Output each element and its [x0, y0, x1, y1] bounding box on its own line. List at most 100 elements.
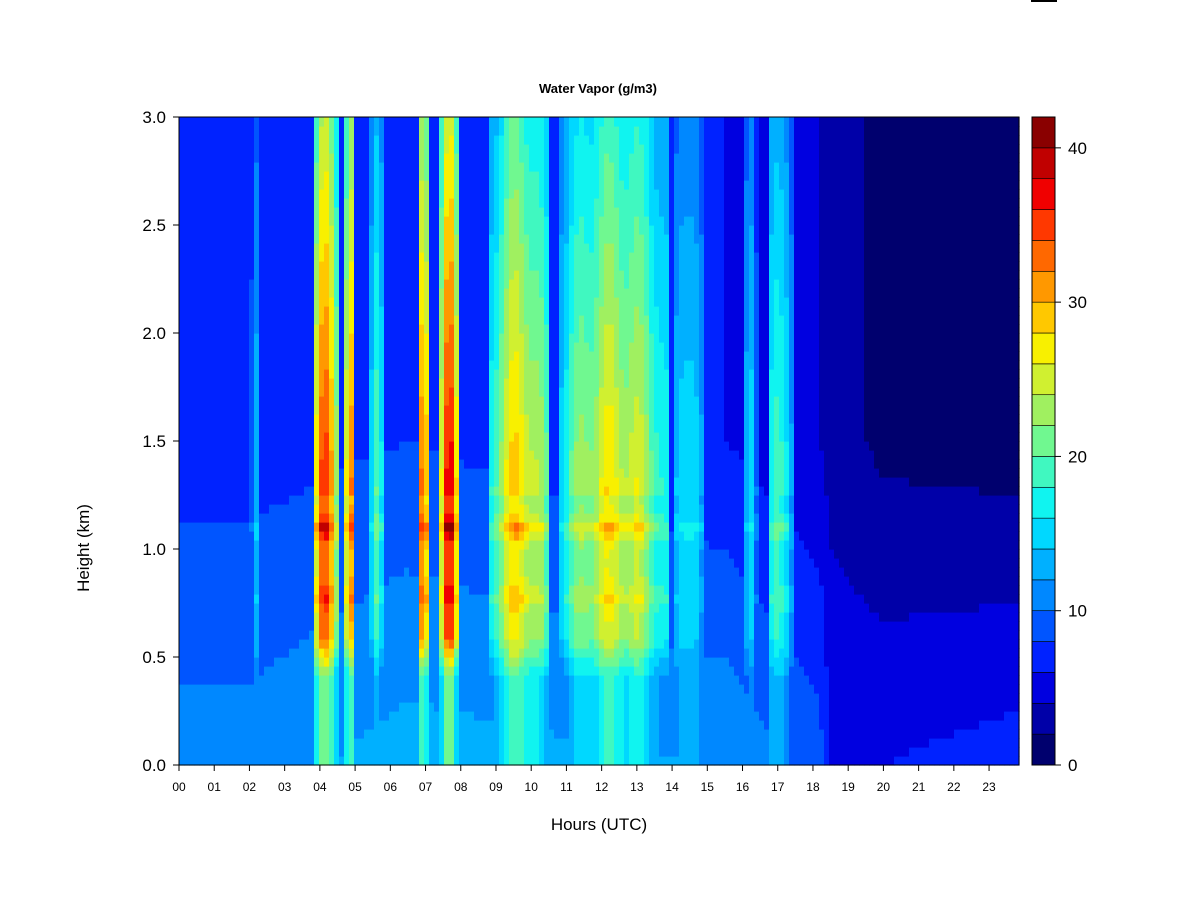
heatmap-cell [414, 450, 420, 460]
heatmap-cell [449, 603, 455, 613]
heatmap-cell [324, 576, 330, 586]
heatmap-cell [179, 315, 185, 325]
heatmap-cell [464, 666, 470, 676]
heatmap-cell [249, 567, 255, 577]
heatmap-cell [504, 333, 510, 343]
heatmap-cell [299, 342, 305, 352]
heatmap-cell [194, 495, 200, 505]
heatmap-cell [424, 747, 430, 757]
heatmap-cell [314, 405, 320, 415]
heatmap-cell [254, 729, 260, 739]
heatmap-cell [324, 126, 330, 136]
heatmap-cell [284, 540, 290, 550]
heatmap-cell [449, 756, 455, 766]
heatmap-cell [449, 144, 455, 154]
heatmap-cell [344, 450, 350, 460]
heatmap-cell [209, 270, 215, 280]
heatmap-cell [284, 756, 290, 766]
heatmap-cell [389, 333, 395, 343]
heatmap-cell [219, 414, 225, 424]
heatmap-cell [209, 639, 215, 649]
heatmap-cell [399, 756, 405, 766]
heatmap-cell [474, 135, 480, 145]
heatmap-cell [289, 306, 295, 316]
heatmap-cell [184, 432, 190, 442]
heatmap-cell [504, 729, 510, 739]
heatmap-cell [484, 135, 490, 145]
heatmap-cell [204, 477, 210, 487]
heatmap-cell [239, 315, 245, 325]
heatmap-cell [194, 216, 200, 226]
heatmap-cell [214, 297, 220, 307]
heatmap-cell [434, 495, 440, 505]
heatmap-cell [294, 630, 300, 640]
heatmap-cell [374, 189, 380, 199]
heatmap-cell [269, 423, 275, 433]
heatmap-cell [429, 117, 435, 127]
heatmap-cell [479, 207, 485, 217]
heatmap-cell [234, 207, 240, 217]
heatmap-cell [429, 567, 435, 577]
heatmap-cell [349, 396, 355, 406]
heatmap-cell [279, 648, 285, 658]
heatmap-cell [489, 567, 495, 577]
heatmap-cell [464, 639, 470, 649]
heatmap-cell [289, 171, 295, 181]
heatmap-cell [249, 486, 255, 496]
heatmap-cell [434, 747, 440, 757]
heatmap-cell [314, 225, 320, 235]
heatmap-cell [244, 171, 250, 181]
heatmap-cell [389, 369, 395, 379]
heatmap-cell [384, 432, 390, 442]
heatmap-cell [184, 738, 190, 748]
heatmap-cell [274, 198, 280, 208]
heatmap-cell [484, 495, 490, 505]
heatmap-cell [299, 207, 305, 217]
heatmap-cell [194, 666, 200, 676]
heatmap-cell [384, 450, 390, 460]
heatmap-cell [289, 756, 295, 766]
heatmap-cell [284, 441, 290, 451]
heatmap-cell [424, 558, 430, 568]
heatmap-cell [189, 576, 195, 586]
heatmap-cell [389, 414, 395, 424]
heatmap-cell [379, 171, 385, 181]
heatmap-cell [364, 369, 370, 379]
heatmap-cell [414, 576, 420, 586]
heatmap-cell [519, 198, 525, 208]
heatmap-cell [434, 342, 440, 352]
heatmap-cell [299, 189, 305, 199]
heatmap-cell [234, 585, 240, 595]
heatmap-cell [219, 612, 225, 622]
heatmap-cell [419, 288, 425, 298]
heatmap-cell [234, 738, 240, 748]
heatmap-cell [324, 747, 330, 757]
heatmap-cell [339, 612, 345, 622]
heatmap-cell [514, 243, 520, 253]
heatmap-cell [519, 225, 525, 235]
heatmap-cell [264, 387, 270, 397]
heatmap-cell [374, 171, 380, 181]
heatmap-cell [449, 495, 455, 505]
heatmap-cell [484, 711, 490, 721]
heatmap-cell [329, 117, 335, 127]
heatmap-cell [344, 144, 350, 154]
heatmap-cell [524, 720, 530, 730]
heatmap-cell [194, 261, 200, 271]
heatmap-cell [309, 504, 315, 514]
heatmap-cell [239, 162, 245, 172]
heatmap-cell [214, 513, 220, 523]
heatmap-cell [439, 117, 445, 127]
heatmap-cell [179, 288, 185, 298]
heatmap-cell [354, 306, 360, 316]
heatmap-cell [364, 432, 370, 442]
heatmap-cell [479, 162, 485, 172]
heatmap-cell [339, 351, 345, 361]
heatmap-cell [354, 738, 360, 748]
heatmap-cell [359, 270, 365, 280]
heatmap-cell [254, 513, 260, 523]
heatmap-cell [319, 612, 325, 622]
heatmap-cell [269, 459, 275, 469]
heatmap-cell [409, 387, 415, 397]
heatmap-cell [319, 270, 325, 280]
